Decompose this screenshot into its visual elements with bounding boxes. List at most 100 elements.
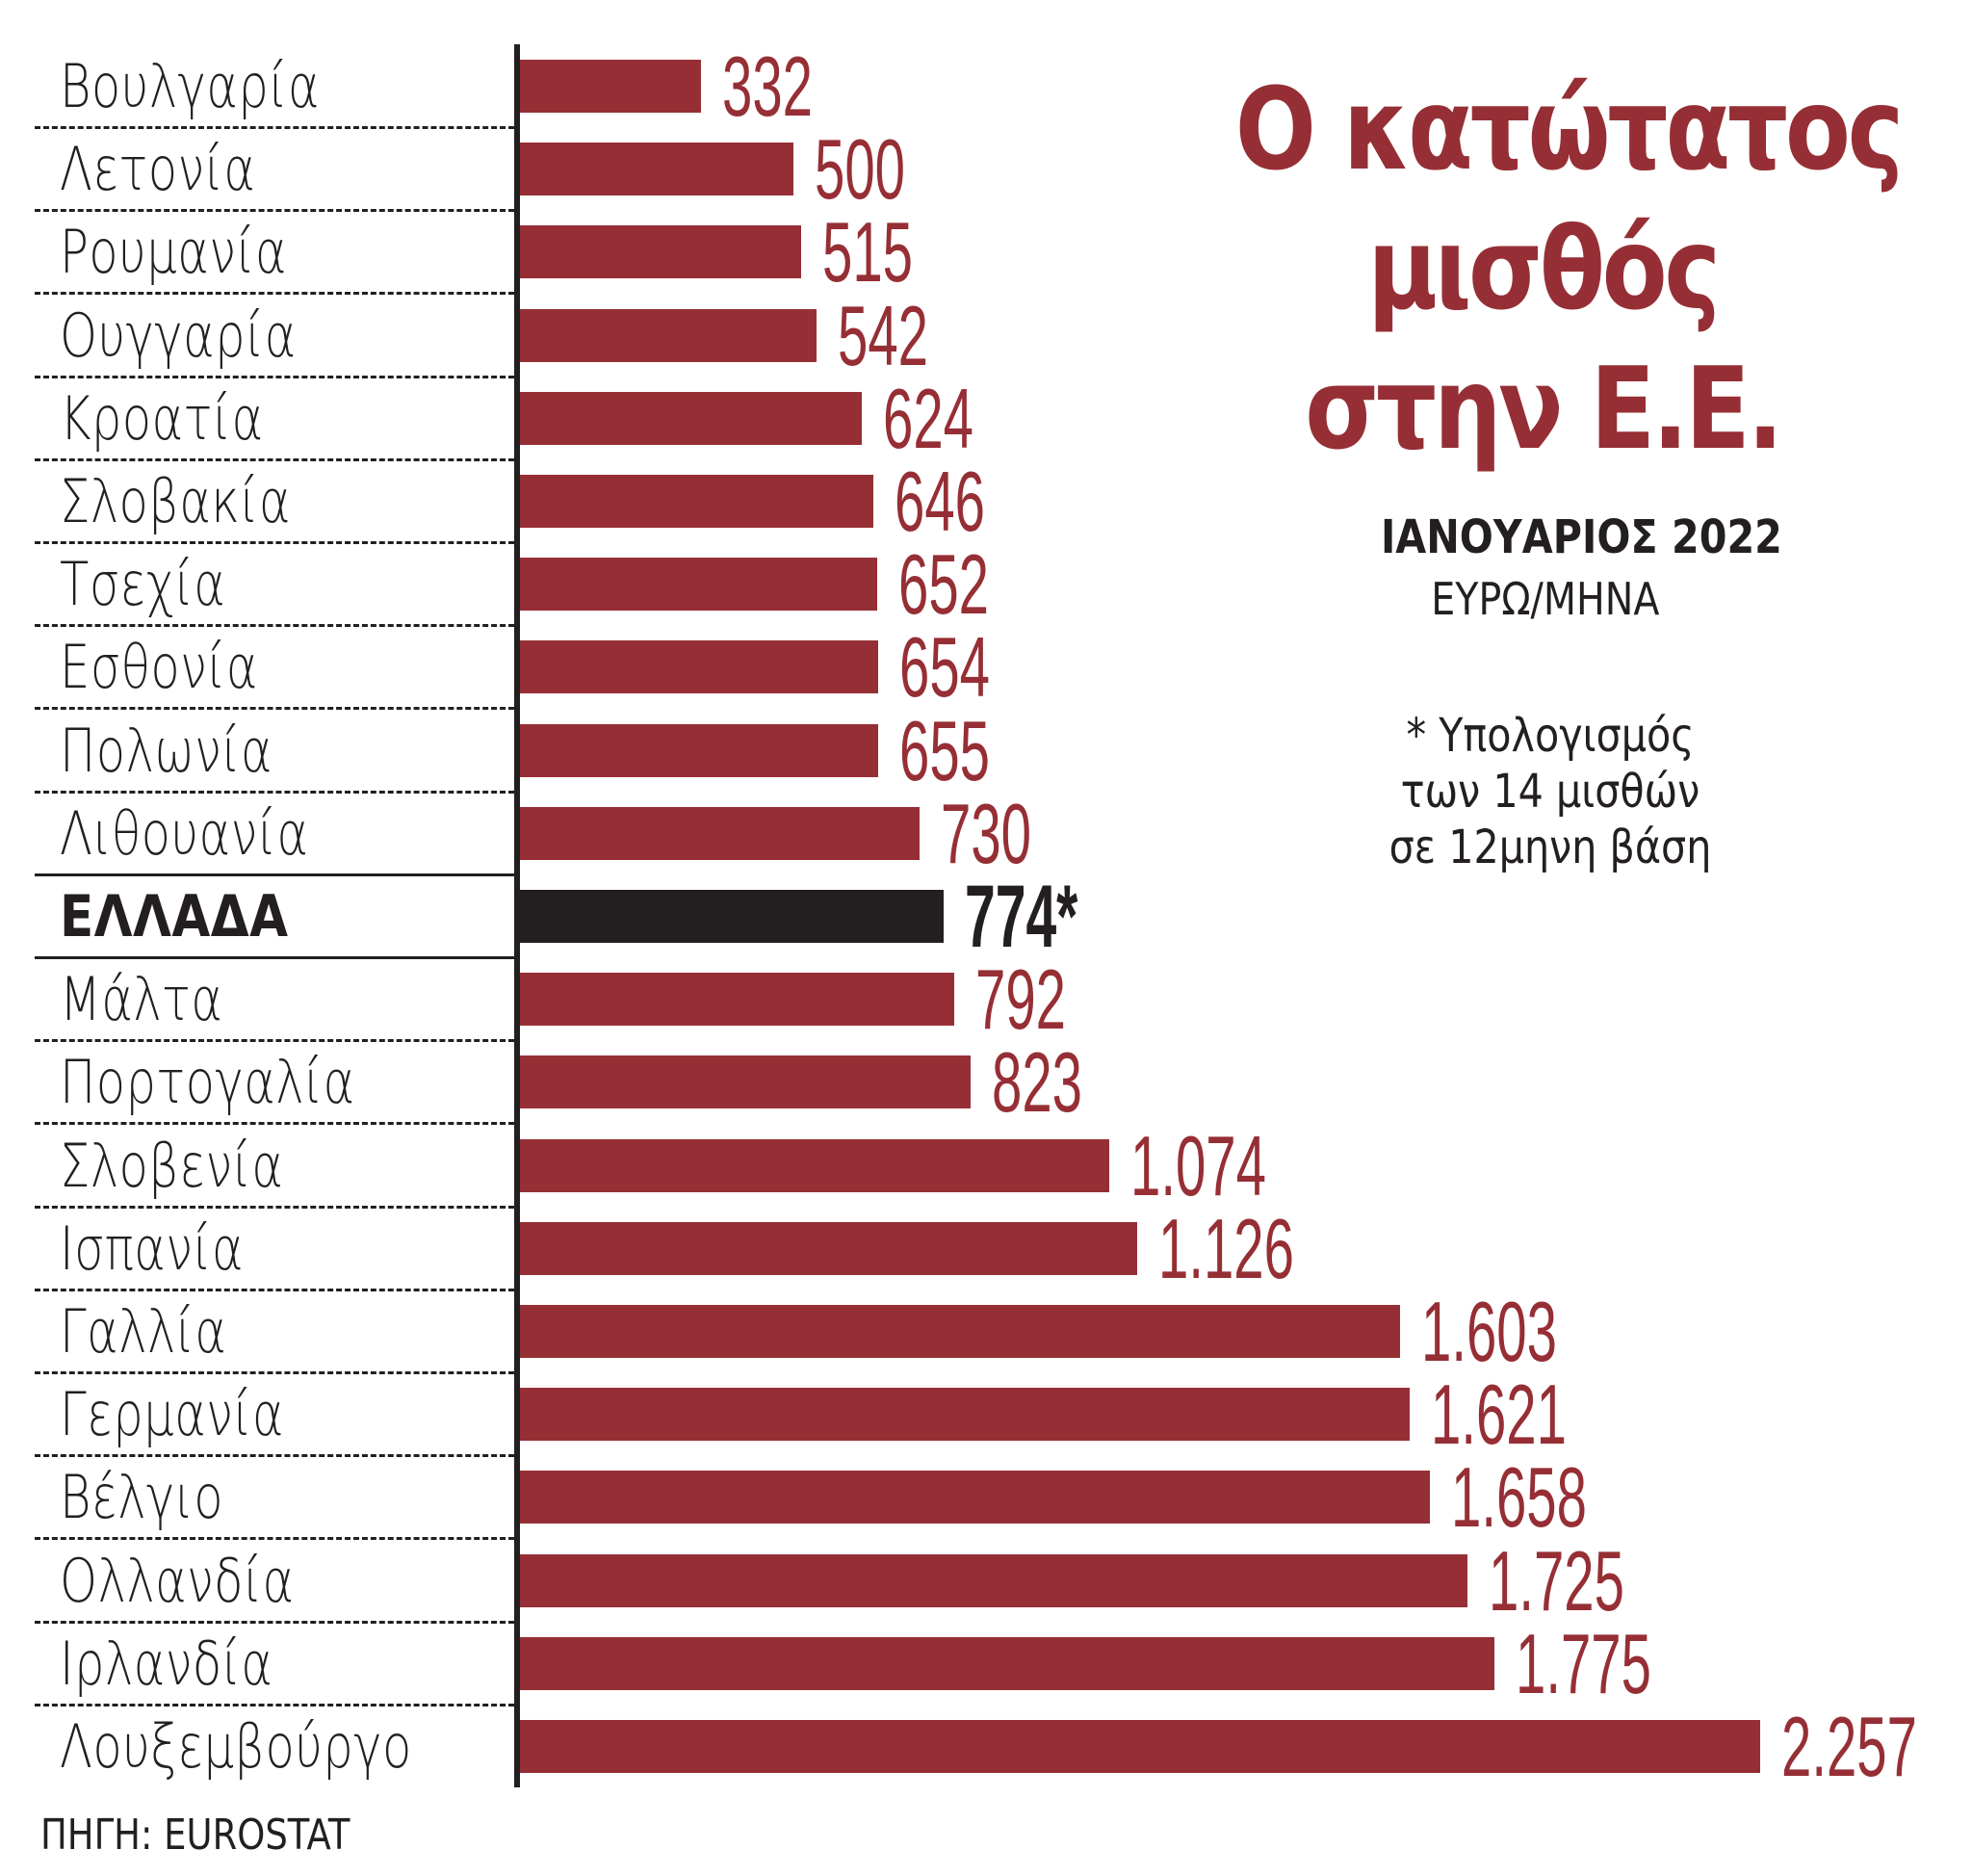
chart-title: Ο κατώτατος μισθός στην Ε.Ε. xyxy=(1177,60,1908,479)
country-label: Σλοβακία xyxy=(60,466,291,536)
table-row: Μάλτα 792 xyxy=(0,957,1972,1055)
country-label: ΕΛΛΑΔΑ xyxy=(60,883,289,951)
bar xyxy=(520,1720,1760,1773)
table-row: Ισπανία 1.126 xyxy=(0,1206,1972,1305)
table-row: Λετονία 500 xyxy=(0,127,1972,225)
table-row: Ουγγαρία 542 xyxy=(0,293,1972,392)
bar xyxy=(520,1636,1494,1690)
unit-label: ΕΥΡΩ/ΜΗΝΑ xyxy=(1387,572,1704,626)
country-label: Μάλτα xyxy=(60,964,223,1035)
country-label: Τσεχία xyxy=(60,549,226,620)
bar xyxy=(520,723,878,777)
dotted-separator xyxy=(35,541,514,544)
subtitle-text: ΙΑΝΟΥΑΡΙΟΣ 2022 xyxy=(1380,510,1782,564)
country-label: Κροατία xyxy=(60,382,264,454)
dotted-separator xyxy=(35,1122,514,1126)
table-row: Λιθουανία 730 xyxy=(0,791,1972,890)
footnote-line-3: σε 12μηνη βάση xyxy=(1388,821,1712,874)
dotted-separator xyxy=(35,1039,514,1043)
value-label: 515 xyxy=(822,204,913,300)
dotted-separator xyxy=(35,457,514,461)
value-label: 774* xyxy=(965,868,1078,966)
dotted-separator xyxy=(35,375,514,378)
footnote: * Υπολογισμός των 14 μισθών σε 12μηνη βά… xyxy=(1348,708,1752,875)
value-label: 332 xyxy=(722,39,813,134)
dotted-separator xyxy=(35,624,514,628)
country-label: Λουξεμβούργο xyxy=(60,1711,412,1782)
value-label: 646 xyxy=(895,454,985,549)
value-label: 542 xyxy=(838,287,928,383)
bar xyxy=(520,806,920,860)
bar xyxy=(520,1055,971,1109)
dotted-separator xyxy=(35,1288,514,1291)
value-label: 823 xyxy=(992,1034,1082,1131)
country-label: Λιθουανία xyxy=(60,797,309,869)
country-label: Ρουμανία xyxy=(60,217,288,288)
table-row: Βέλγιο 1.658 xyxy=(0,1455,1972,1553)
bar xyxy=(520,1305,1400,1358)
source-note: ΠΗΓΗ: EUROSTAT xyxy=(40,1811,350,1860)
country-label: Γαλλία xyxy=(60,1296,227,1367)
table-row: Κροατία 624 xyxy=(0,376,1972,475)
country-label: Λετονία xyxy=(60,134,256,205)
table-row: Πολωνία 655 xyxy=(0,708,1972,807)
value-label: 624 xyxy=(883,370,973,466)
table-row: Γερμανία 1.621 xyxy=(0,1372,1972,1471)
value-label: 655 xyxy=(899,702,990,798)
bar xyxy=(520,391,862,445)
solid-separator xyxy=(35,956,514,959)
country-label: Ουγγαρία xyxy=(60,300,297,371)
country-label: Ισπανία xyxy=(60,1212,245,1284)
value-label: 1.725 xyxy=(1489,1532,1624,1628)
bar xyxy=(520,640,878,694)
table-row-highlight: ΕΛΛΑΔΑ 774* xyxy=(0,873,1972,973)
country-label: Ιρλανδία xyxy=(60,1628,273,1699)
value-label: 730 xyxy=(941,785,1031,881)
dotted-separator xyxy=(35,1537,514,1541)
country-label: Πολωνία xyxy=(60,715,272,786)
value-label: 1.603 xyxy=(1421,1284,1557,1379)
bar xyxy=(520,60,701,113)
table-row: Γαλλία 1.603 xyxy=(0,1290,1972,1388)
bar xyxy=(520,1471,1430,1524)
country-label: Ολλανδία xyxy=(60,1545,295,1616)
category-axis-line xyxy=(514,44,520,1787)
dotted-separator xyxy=(35,1205,514,1209)
solid-separator xyxy=(35,873,514,876)
value-label: 1.621 xyxy=(1431,1367,1567,1463)
bar xyxy=(520,558,877,612)
dotted-separator xyxy=(35,1371,514,1374)
title-line-1: Ο κατώτατος xyxy=(1234,63,1905,195)
bar xyxy=(520,143,793,196)
table-row: Ολλανδία 1.725 xyxy=(0,1538,1972,1637)
bar xyxy=(520,475,873,528)
country-label: Σλοβενία xyxy=(60,1130,284,1201)
bar xyxy=(520,1553,1467,1607)
table-row: Σλοβενία 1.074 xyxy=(0,1123,1972,1222)
bar xyxy=(520,890,944,943)
table-row: Βουλγαρία 332 xyxy=(0,44,1972,143)
dotted-separator xyxy=(35,292,514,296)
bar xyxy=(520,1221,1137,1275)
bar xyxy=(520,225,801,279)
value-label: 1.775 xyxy=(1516,1615,1651,1711)
table-row: Πορτογαλία 823 xyxy=(0,1040,1972,1138)
value-label: 1.126 xyxy=(1158,1200,1294,1296)
table-row: Εσθονία 654 xyxy=(0,625,1972,723)
title-line-2: μισθός xyxy=(1367,202,1721,335)
dotted-separator xyxy=(35,1620,514,1624)
country-label: Βέλγιο xyxy=(60,1462,223,1533)
dotted-separator xyxy=(35,126,514,129)
bar xyxy=(520,308,817,362)
table-row: Λουξεμβούργο 2.257 xyxy=(0,1705,1972,1803)
value-label: 2.257 xyxy=(1781,1699,1917,1794)
dotted-separator xyxy=(35,790,514,794)
country-label: Βουλγαρία xyxy=(60,51,320,121)
dotted-separator xyxy=(35,209,514,213)
value-label: 654 xyxy=(899,619,990,716)
dotted-separator xyxy=(35,707,514,711)
bar xyxy=(520,1138,1109,1192)
value-label: 500 xyxy=(815,121,905,218)
value-label: 1.074 xyxy=(1130,1117,1266,1213)
